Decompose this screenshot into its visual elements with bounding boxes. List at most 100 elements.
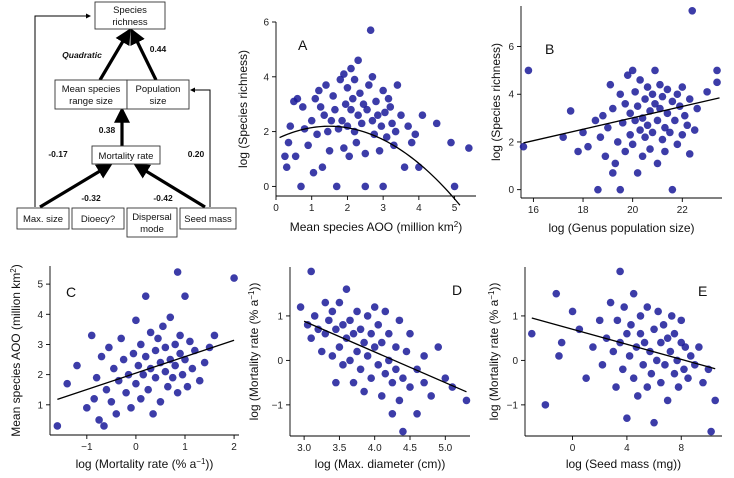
data-point: [399, 427, 407, 436]
data-point: [359, 100, 368, 109]
data-point: [636, 312, 645, 320]
svg-text:Population: Population: [136, 84, 181, 95]
data-point: [349, 329, 358, 338]
data-point: [281, 152, 289, 161]
data-point: [663, 396, 672, 405]
x-axis-title: log (Genus population size): [548, 221, 694, 235]
data-point: [338, 116, 346, 125]
data-point: [623, 414, 631, 423]
y-tick-label: 2: [263, 127, 269, 138]
data-point: [370, 343, 379, 351]
data-point: [604, 123, 612, 132]
y-axis-title: log (Mortality rate (% a−1)): [247, 283, 261, 421]
data-point: [363, 105, 371, 114]
data-point: [356, 89, 364, 98]
data-point: [325, 316, 333, 325]
data-point: [112, 410, 121, 418]
data-point: [178, 370, 187, 379]
x-tick-label: 4: [624, 443, 630, 454]
coef-seedmass-to-pop: 0.20: [188, 149, 205, 159]
x-tick-label: 3: [380, 203, 386, 214]
data-point: [354, 111, 362, 119]
data-point: [589, 343, 597, 351]
data-point: [406, 383, 414, 391]
data-point: [307, 116, 316, 125]
data-point: [151, 346, 160, 355]
data-point: [420, 378, 428, 387]
x-tick-label: 8: [678, 443, 684, 454]
data-point: [391, 127, 400, 136]
y-tick-label: 3: [37, 340, 43, 351]
data-point: [620, 303, 628, 311]
node-dioecy: Dioecy?: [71, 207, 125, 230]
data-point: [377, 338, 386, 347]
data-point: [628, 140, 637, 149]
data-point: [666, 128, 674, 137]
y-tick-label: 4: [263, 72, 269, 83]
x-tick-label: 3.0: [297, 443, 311, 454]
data-point: [566, 107, 575, 115]
data-point: [374, 361, 383, 369]
y-tick-label: 0: [263, 182, 269, 193]
data-point: [594, 185, 602, 194]
data-point: [342, 285, 351, 294]
data-point: [356, 325, 365, 334]
data-point: [335, 343, 344, 351]
edge-seedmass-to-pop: [190, 87, 211, 207]
data-point: [579, 128, 587, 137]
data-point: [384, 94, 393, 103]
data-point: [638, 152, 647, 161]
data-point: [392, 365, 400, 374]
data-point: [102, 385, 111, 394]
panel-letter: B: [545, 41, 554, 57]
data-point: [462, 396, 471, 405]
x-tick-label: 2: [345, 203, 351, 214]
data-point: [90, 394, 98, 403]
data-point: [631, 116, 639, 125]
node-population-size: Population size: [126, 79, 190, 110]
trend-line: [57, 339, 235, 401]
data-point: [688, 6, 697, 15]
data-point: [332, 182, 341, 191]
data-point: [307, 334, 315, 342]
data-point: [524, 66, 533, 75]
data-point: [137, 340, 145, 349]
data-point: [200, 358, 209, 367]
y-tick-label: 0: [277, 356, 283, 367]
data-point: [332, 325, 340, 334]
data-point: [411, 130, 420, 139]
data-point: [173, 268, 182, 276]
data-point: [678, 83, 687, 91]
y-axis-title: log (Mortality rate (% a−1)): [487, 283, 501, 421]
edge-range-to-richness: [98, 28, 131, 81]
x-axis-title: log (Mortality rate (% a−1)): [76, 457, 214, 471]
data-point: [339, 361, 347, 369]
data-point: [320, 111, 329, 119]
data-point: [161, 343, 170, 352]
data-point: [119, 355, 128, 364]
data-point: [176, 349, 184, 358]
data-point: [653, 116, 662, 125]
x-tick-label: 2: [231, 442, 237, 453]
x-tick-label: 0: [133, 442, 139, 453]
data-point: [361, 182, 370, 191]
data-point: [315, 86, 323, 95]
data-point: [432, 119, 441, 128]
data-point: [629, 289, 638, 298]
data-point: [307, 267, 315, 276]
trend-line: [279, 125, 461, 206]
data-point: [541, 401, 550, 409]
data-point: [368, 73, 377, 81]
data-point: [350, 75, 359, 84]
data-point: [311, 94, 320, 103]
data-point: [641, 133, 649, 141]
data-point: [340, 144, 348, 152]
data-point: [105, 343, 113, 352]
data-point: [450, 182, 459, 191]
data-point: [613, 138, 622, 146]
data-point: [354, 56, 362, 65]
label-quadratic: Quadratic: [62, 50, 102, 60]
data-point: [360, 338, 368, 347]
data-point: [141, 352, 150, 361]
data-point: [329, 92, 337, 100]
